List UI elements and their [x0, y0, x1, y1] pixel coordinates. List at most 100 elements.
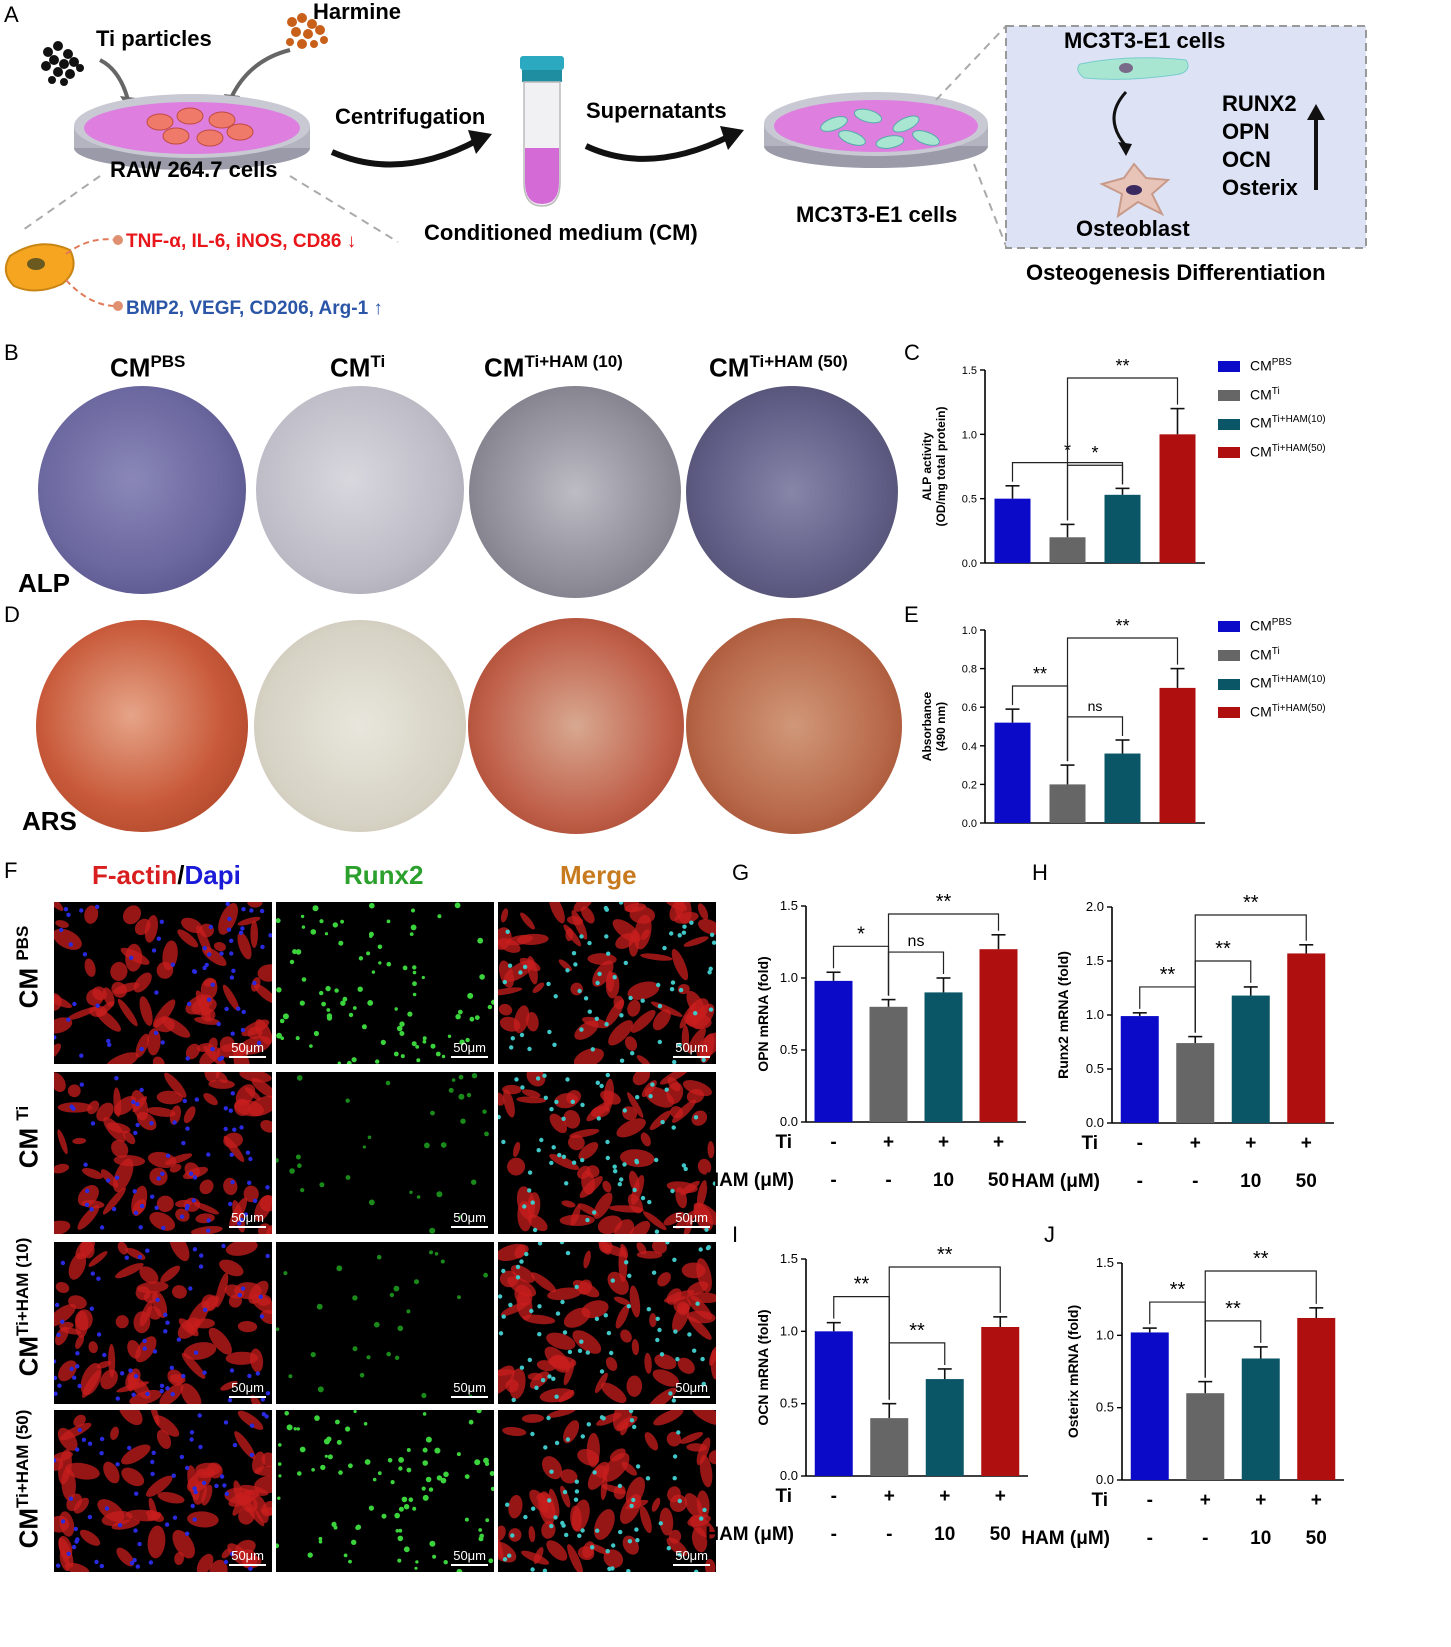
- y-tick-label: 1.0: [780, 1323, 798, 1338]
- bar-3: [1297, 1317, 1336, 1480]
- panel-label-b: B: [4, 340, 19, 365]
- significance-bracket: [887, 951, 945, 996]
- legend-e-item-ti: CMTi: [1218, 639, 1326, 668]
- y-axis-label: OCN mRNA (fold): [755, 1309, 771, 1425]
- micro-ti-merge: 50μm: [498, 1072, 716, 1234]
- y-tick-label: 2.0: [1086, 899, 1104, 914]
- ti-row-label: Ti: [775, 1486, 792, 1507]
- group-header-ham10: CMTi+HAM (10): [484, 352, 623, 383]
- chart-i: 0.0 0.5 1.0 1.5 OCN mRNA (fold) ** ** ** Ti HAM (…: [705, 1244, 1028, 1545]
- bar-2: [1104, 494, 1141, 563]
- legend-e-item-pbs: CMPBS: [1218, 610, 1326, 639]
- bar-1: [1176, 1043, 1215, 1123]
- marker-opn: OPN: [1222, 119, 1270, 144]
- ti-particles-label: Ti particles: [96, 26, 212, 51]
- mc3t3-box-label: MC3T3-E1 cells: [1064, 28, 1226, 53]
- ham-value: 10: [1240, 1171, 1261, 1192]
- ham-value: -: [1202, 1528, 1208, 1549]
- ars-dish-ham10: [468, 618, 684, 834]
- marker-runx2: RUNX2: [1222, 91, 1297, 116]
- up-markers: BMP2, VEGF, CD206, Arg-1 ↑: [126, 298, 383, 319]
- y-tick-label: 1.0: [780, 970, 798, 985]
- scale-bar: 50μm: [229, 1548, 266, 1566]
- y-tick-label: 0.2: [962, 779, 977, 791]
- legend-c-item-ti: CMTi: [1218, 379, 1326, 408]
- centrifugation-label: Centrifugation: [335, 104, 486, 129]
- bar-2: [1241, 1358, 1280, 1480]
- harmine-label: Harmine: [313, 0, 402, 24]
- y-tick-label: 0.4: [962, 741, 977, 753]
- ham-value: 10: [1250, 1528, 1271, 1549]
- macrophage-icon: [4, 243, 75, 292]
- ti-value: -: [831, 1486, 837, 1507]
- ti-value: +: [1190, 1133, 1201, 1154]
- scale-bar: 50μm: [451, 1380, 488, 1398]
- significance-label: *: [857, 923, 865, 945]
- y-axis-label: (OD/mg total protein): [934, 407, 948, 527]
- ars-dish-ti: [254, 620, 466, 832]
- ham-value: 10: [934, 1524, 955, 1545]
- ham-row-label: HAM (μM): [1021, 1528, 1110, 1549]
- ham-value: 10: [933, 1170, 954, 1191]
- chart-e: 0.0 0.2 0.4 0.6 0.8 1.0 Absorbance (490 nm) ** ns…: [920, 616, 1205, 830]
- ham-value: -: [1192, 1171, 1198, 1192]
- y-tick-label: 0.0: [962, 818, 977, 830]
- bar-0: [994, 722, 1031, 823]
- bar-0: [1130, 1332, 1169, 1480]
- significance-label: **: [936, 891, 952, 913]
- if-header-factin-dapi: F-actin/Dapi: [92, 860, 241, 890]
- ti-value: +: [883, 1132, 894, 1153]
- panel-label-i: I: [732, 1222, 739, 1247]
- alp-dish-ham50: [686, 386, 898, 598]
- ti-value: +: [939, 1486, 950, 1507]
- tube-icon: [520, 56, 564, 207]
- group-header-pbs: CMPBS: [110, 352, 186, 383]
- y-tick-label: 0.8: [962, 664, 977, 676]
- significance-label: **: [1115, 616, 1129, 636]
- bar-3: [1287, 953, 1326, 1123]
- ars-dish-ham50: [686, 618, 902, 834]
- ti-value: -: [830, 1132, 836, 1153]
- scale-bar: 50μm: [451, 1040, 488, 1058]
- ti-value: +: [1255, 1490, 1266, 1511]
- ham-value: -: [885, 1170, 891, 1191]
- bar-3: [1159, 687, 1196, 823]
- ti-value: -: [1137, 1133, 1143, 1154]
- ham-value: -: [1147, 1528, 1153, 1549]
- chart-g: 0.0 0.5 1.0 1.5 OPN mRNA (fold) * ns ** Ti HAM (μ…: [705, 891, 1026, 1191]
- ham-value: 50: [988, 1170, 1009, 1191]
- scale-bar: 50μm: [673, 1548, 710, 1566]
- ti-value: +: [1200, 1490, 1211, 1511]
- bar-0: [1120, 1016, 1159, 1123]
- legend-e-item-ham10: CMTi+HAM(10): [1218, 667, 1326, 696]
- bar-1: [1049, 784, 1086, 823]
- significance-label: **: [909, 1320, 925, 1342]
- significance-label: **: [1033, 664, 1047, 684]
- down-markers: TNF-α, IL-6, iNOS, CD86 ↓: [126, 231, 357, 252]
- legend-c-item-pbs: CMPBS: [1218, 350, 1326, 379]
- ti-arrow: [99, 58, 130, 101]
- scale-bar: 50μm: [673, 1040, 710, 1058]
- alp-label: ALP: [18, 568, 70, 598]
- panel-label-a: A: [4, 2, 19, 27]
- significance-bracket: [1194, 914, 1307, 1033]
- y-tick-label: 1.5: [962, 365, 977, 377]
- bar-3: [979, 949, 1018, 1122]
- y-tick-label: 1.0: [1096, 1327, 1114, 1342]
- significance-label: **: [937, 1244, 953, 1266]
- ham-value: -: [1137, 1171, 1143, 1192]
- y-tick-label: 1.0: [962, 625, 977, 637]
- supernatants-label: Supernatants: [586, 98, 727, 123]
- bar-3: [1159, 434, 1196, 563]
- centrifugation-arrow: [330, 137, 480, 168]
- scale-bar: 50μm: [229, 1040, 266, 1058]
- ham-row-label: HAM (μM): [1011, 1171, 1100, 1192]
- micro-ti-factin: 50μm: [54, 1072, 272, 1234]
- significance-label: **: [1243, 892, 1259, 914]
- micro-ham10-runx2: 50μm: [276, 1242, 494, 1404]
- cm-label: Conditioned medium (CM): [424, 220, 698, 245]
- y-tick-label: 1.5: [780, 1251, 798, 1266]
- ham-value: -: [831, 1524, 837, 1545]
- ham-value: -: [886, 1524, 892, 1545]
- legend-c: CMPBS CMTi CMTi+HAM(10) CMTi+HAM(50): [1218, 350, 1326, 465]
